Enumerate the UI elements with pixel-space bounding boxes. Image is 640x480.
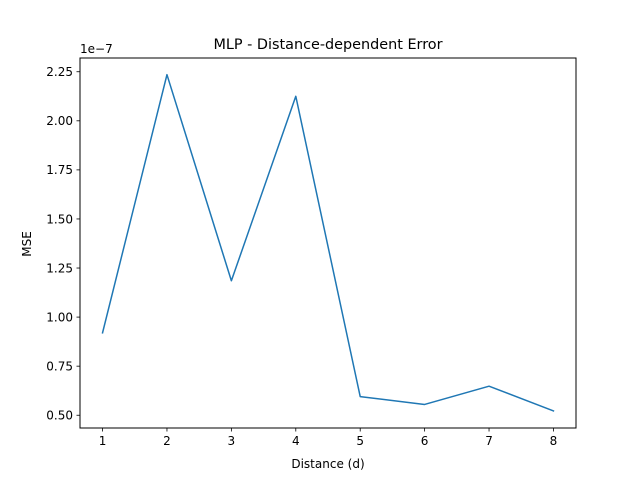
x-tick-label: 1 — [99, 434, 107, 448]
y-tick-label: 0.50 — [46, 409, 73, 423]
y-tick-label: 2.00 — [46, 114, 73, 128]
axes-frame — [79, 57, 577, 429]
y-axis-offset-text: 1e−7 — [80, 42, 113, 56]
x-axis-label: Distance (d) — [291, 457, 364, 471]
x-tick-label: 7 — [485, 434, 493, 448]
x-tick-label: 5 — [356, 434, 364, 448]
y-tick-label: 1.00 — [46, 310, 73, 324]
y-tick-label: 1.75 — [46, 163, 73, 177]
x-tick-label: 2 — [163, 434, 171, 448]
y-tick-label: 2.25 — [46, 65, 73, 79]
x-tick-label: 6 — [421, 434, 429, 448]
chart-title: MLP - Distance-dependent Error — [213, 37, 442, 53]
series-line — [101, 73, 555, 412]
y-tick-label: 0.75 — [46, 359, 73, 373]
tick-group: 1 2 3 4 5 6 7 8 0.50 0.75 1.00 1.25 1.50 1.75 2.00 2.25 — [46, 65, 557, 448]
x-tick-label: 8 — [550, 434, 558, 448]
y-tick-label: 1.50 — [46, 212, 73, 226]
y-axis-label: MSE — [20, 231, 34, 257]
x-tick-label: 4 — [292, 434, 300, 448]
series-group — [101, 73, 555, 412]
x-tick-label: 3 — [228, 434, 236, 448]
y-tick-label: 1.25 — [46, 261, 73, 275]
